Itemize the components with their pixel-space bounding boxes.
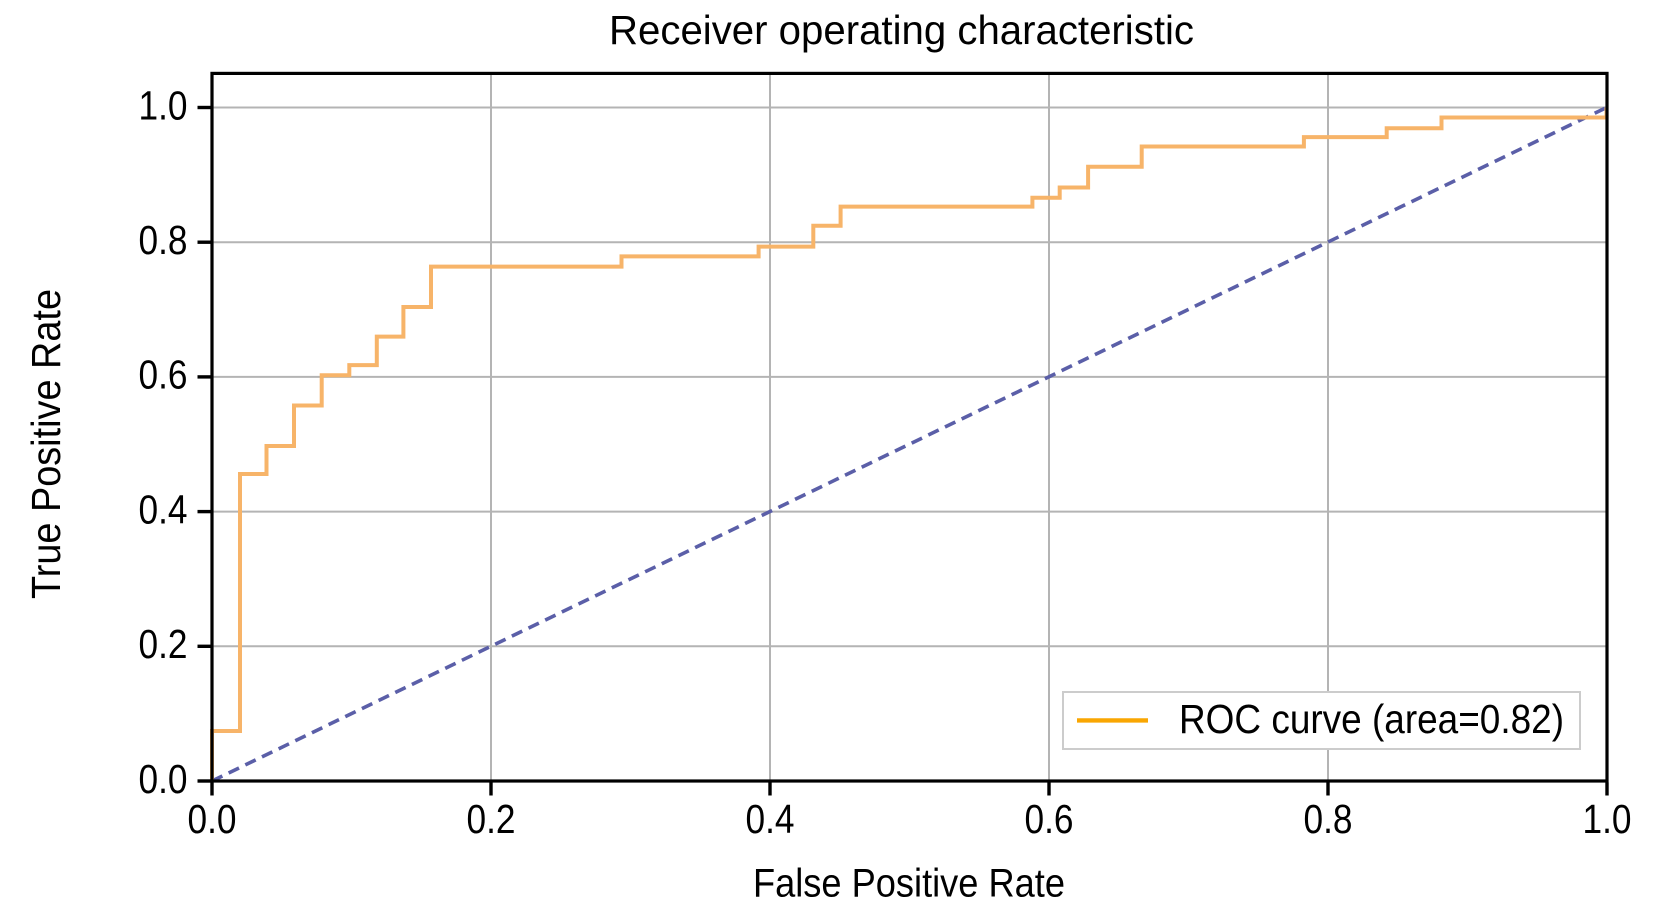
- svg-text:True Positive Rate: True Positive Rate: [23, 289, 69, 599]
- svg-text:0.8: 0.8: [139, 217, 188, 263]
- svg-text:0.6: 0.6: [139, 352, 188, 398]
- svg-text:1.0: 1.0: [139, 82, 188, 128]
- svg-text:False Positive Rate: False Positive Rate: [753, 862, 1065, 906]
- svg-text:0.4: 0.4: [139, 486, 188, 532]
- svg-text:0.6: 0.6: [1025, 796, 1074, 842]
- svg-text:1.0: 1.0: [1583, 796, 1632, 842]
- svg-text:Receiver operating characteris: Receiver operating characteristic: [609, 7, 1194, 53]
- svg-text:0.0: 0.0: [139, 756, 188, 802]
- svg-text:0.4: 0.4: [746, 796, 795, 842]
- svg-text:ROC curve (area=0.82): ROC curve (area=0.82): [1179, 696, 1564, 742]
- svg-text:0.8: 0.8: [1304, 796, 1353, 842]
- svg-text:0.2: 0.2: [467, 796, 516, 842]
- svg-text:0.2: 0.2: [139, 621, 188, 667]
- svg-text:0.0: 0.0: [188, 796, 237, 842]
